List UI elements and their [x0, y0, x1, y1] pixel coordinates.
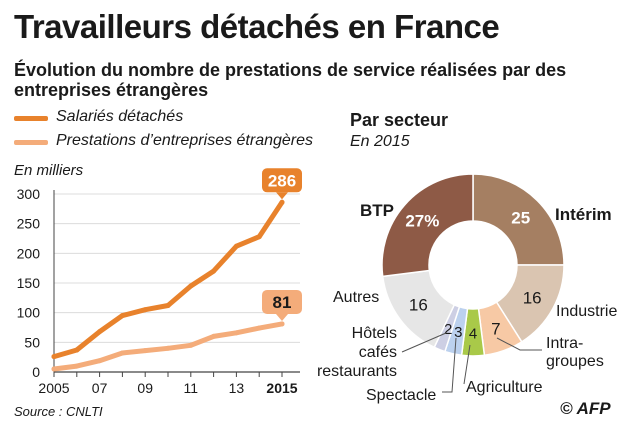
x-tick-label: 07 [92, 380, 108, 396]
x-tick-label: 11 [184, 380, 199, 396]
x-tick-label: 2005 [38, 380, 69, 396]
data-point [142, 348, 148, 354]
y-tick-label: 100 [17, 305, 41, 321]
y-tick-label: 0 [32, 364, 40, 380]
end-label-box [262, 289, 302, 314]
pie-value-label: 25 [511, 208, 530, 227]
legend-label-prestations: Prestations d’entreprises étrangères [56, 132, 314, 149]
afp-credit: © AFP [560, 399, 611, 418]
pie-label-autres: Autres [333, 289, 379, 306]
pie-value-label: 27% [405, 211, 439, 230]
pie-value-label: 4 [469, 326, 477, 343]
pie-value-label: 2 [444, 321, 452, 338]
pie-slice-7 [381, 173, 474, 278]
pie-title: Par secteur [350, 110, 449, 130]
data-point [142, 307, 148, 313]
pie-label-hotels-3: restaurants [317, 363, 397, 380]
pie-leader-lines [401, 332, 542, 393]
y-tick-label: 50 [24, 334, 40, 350]
pie-category-labels: Intérim Industrie Intra- groupes Agricul… [317, 201, 618, 404]
pie-label-spectacle: Spectacle [366, 387, 436, 404]
data-point [188, 283, 194, 289]
pie-label-intra-2: groupes [546, 353, 604, 370]
y-tick-label: 200 [17, 245, 41, 261]
data-point [165, 303, 171, 309]
data-point [233, 243, 239, 249]
chart-title: Travailleurs détachés en France [14, 8, 500, 45]
legend-swatch-prestations [14, 140, 48, 145]
pie-slice-0 [472, 173, 565, 266]
chart-subtitle: Évolution du nombre de prestations de se… [14, 60, 567, 100]
leader-line-agriculture [463, 344, 471, 385]
pie-label-interim: Intérim [555, 205, 612, 224]
pie-subtitle: En 2015 [350, 133, 410, 150]
end-label: 286 [268, 171, 296, 190]
y-axis-label: En milliers [14, 162, 84, 179]
end-label-pointer [276, 192, 288, 200]
data-point [256, 234, 262, 240]
pie-label-industrie: Industrie [556, 303, 617, 320]
legend-label-salaries: Salariés détachés [56, 108, 184, 125]
pie-value-label: 16 [523, 289, 542, 308]
data-point [188, 342, 194, 348]
data-point [51, 366, 57, 372]
pie-value-label: 16 [409, 296, 428, 315]
data-point [233, 330, 239, 336]
pie-label-intra-1: Intra- [546, 335, 583, 352]
pie-label-hotels-2: cafés [359, 344, 397, 361]
data-point [74, 347, 80, 353]
data-point [119, 350, 125, 356]
pie-label-hotels-1: Hôtels [352, 325, 397, 342]
data-point [211, 268, 217, 274]
data-point [165, 345, 171, 351]
x-tick-label: 09 [137, 380, 153, 396]
leader-line-hotels [401, 332, 447, 353]
leader-line-spectacle [442, 337, 457, 393]
x-tick-label: 13 [229, 380, 245, 396]
y-tick-label: 150 [17, 275, 41, 291]
pie-value-label: 3 [454, 324, 462, 341]
data-point [119, 313, 125, 319]
source-note: Source : CNLTI [14, 404, 103, 419]
end-label-box [262, 168, 302, 193]
data-point [74, 363, 80, 369]
data-point [279, 321, 285, 327]
x-tick-label: 2015 [266, 380, 297, 396]
line-chart: 0 50 100 150 200 250 300 2005 07 09 11 13 2015 286 81 [17, 168, 302, 396]
pie-label-btp: BTP [360, 201, 394, 220]
data-point [51, 354, 57, 360]
pie-value-label: 7 [491, 320, 500, 339]
end-label-pointer [276, 313, 288, 321]
legend-swatch-salaries [14, 116, 48, 121]
leader-line-intra-groupes [496, 337, 542, 351]
data-point [211, 333, 217, 339]
pie-label-agriculture: Agriculture [466, 379, 543, 396]
data-point [256, 325, 262, 331]
y-tick-label: 300 [17, 186, 41, 202]
data-point [97, 358, 103, 364]
y-tick-label: 250 [17, 216, 41, 232]
data-point [97, 329, 103, 335]
data-point [279, 199, 285, 205]
series-line-0 [51, 199, 285, 360]
end-label: 81 [273, 293, 292, 312]
